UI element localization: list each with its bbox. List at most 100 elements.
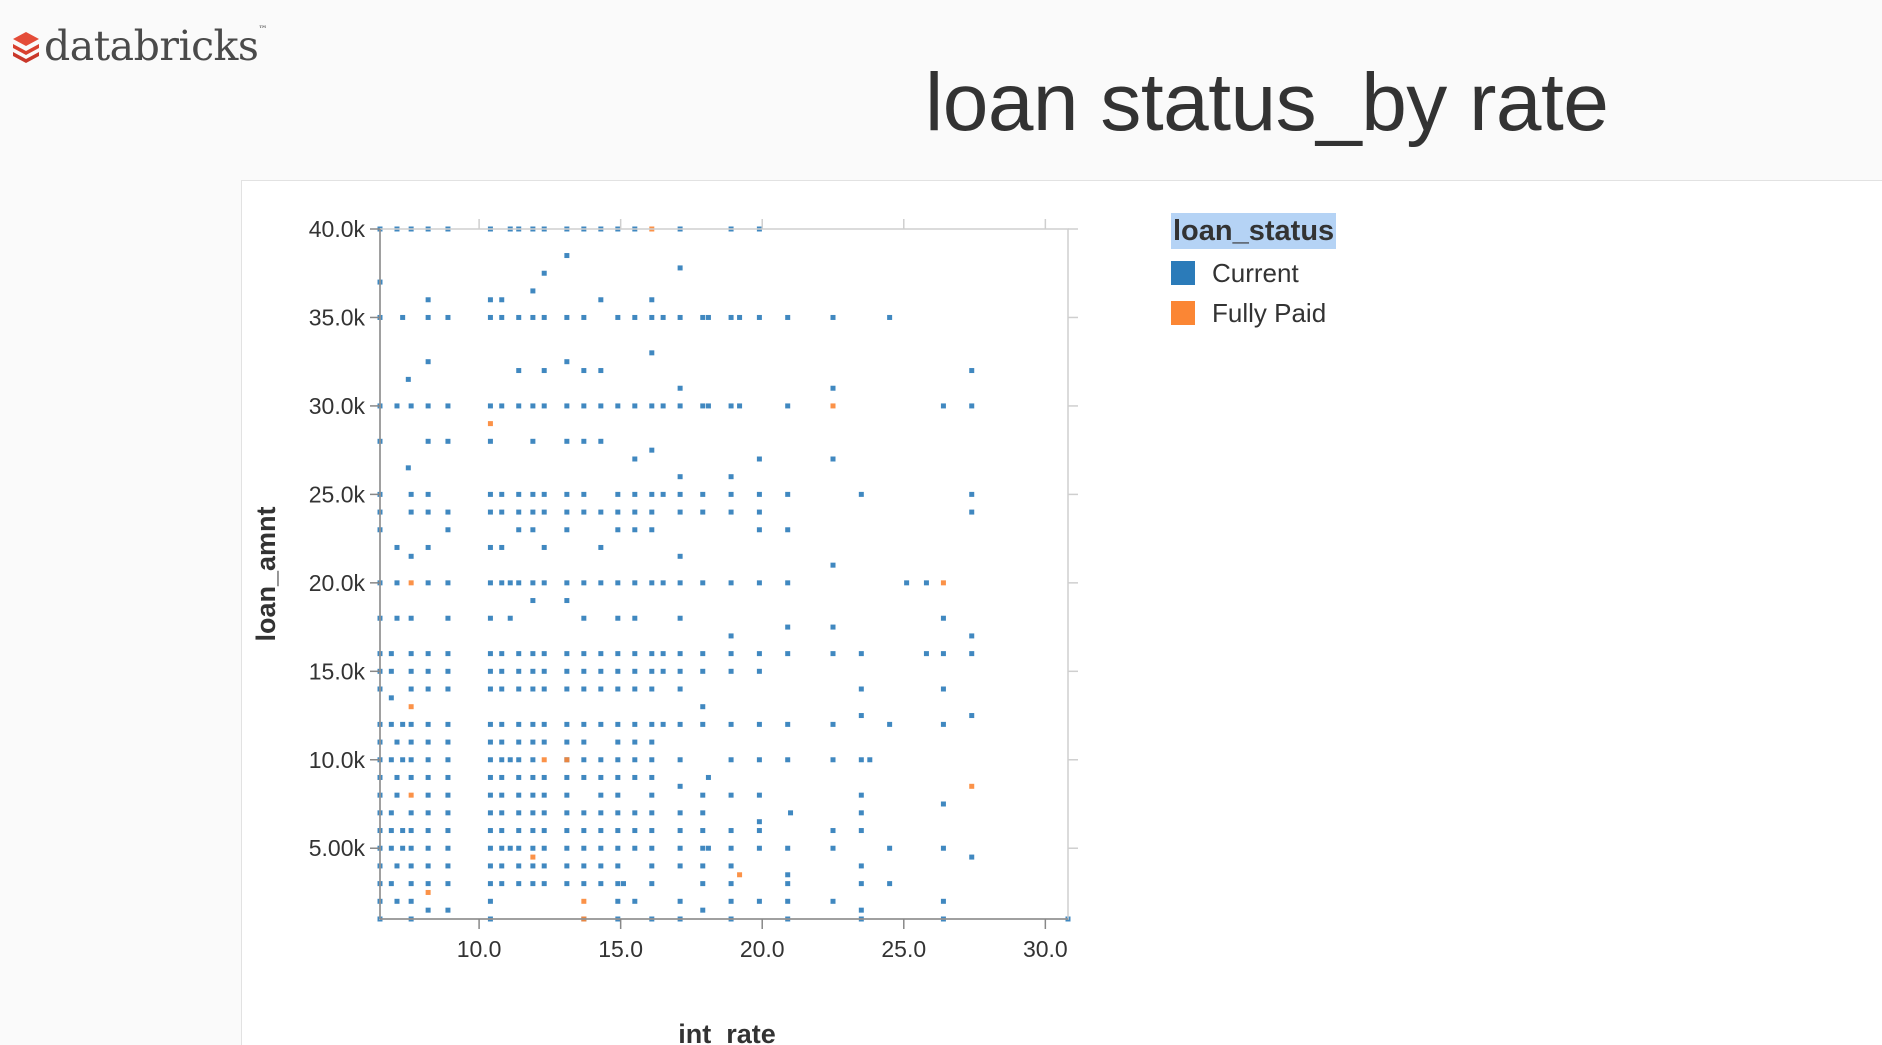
- x-tick-label: 10.0: [457, 936, 502, 962]
- scatter-point: [700, 792, 706, 798]
- scatter-point: [530, 828, 536, 834]
- y-axis-label: loan_amnt: [251, 506, 281, 641]
- scatter-point: [425, 774, 431, 780]
- scatter-point: [445, 721, 451, 727]
- scatter-point: [541, 270, 547, 276]
- scatter-point: [425, 792, 431, 798]
- scatter-point: [530, 314, 536, 320]
- scatter-point: [649, 828, 655, 834]
- scatter-point: [408, 491, 414, 497]
- scatter-point: [756, 757, 762, 763]
- scatter-point: [445, 651, 451, 657]
- scatter-point: [969, 403, 975, 409]
- scatter-point: [425, 580, 431, 586]
- legend-item[interactable]: Fully Paid: [1171, 297, 1336, 329]
- scatter-point: [728, 757, 734, 763]
- scatter-point: [677, 757, 683, 763]
- scatter-point: [785, 721, 791, 727]
- scatter-point: [581, 739, 587, 745]
- scatter-point: [581, 828, 587, 834]
- scatter-point: [615, 403, 621, 409]
- scatter-point: [516, 527, 522, 533]
- scatter-point: [632, 739, 638, 745]
- scatter-point: [632, 651, 638, 657]
- scatter-point: [728, 314, 734, 320]
- scatter-point: [530, 792, 536, 798]
- scatter-point: [516, 314, 522, 320]
- scatter-point: [541, 403, 547, 409]
- scatter-point: [541, 828, 547, 834]
- scatter-point: [969, 368, 975, 374]
- scatter-point: [530, 527, 536, 533]
- scatter-point: [425, 509, 431, 515]
- scatter-point: [408, 739, 414, 745]
- scatter-point: [445, 509, 451, 515]
- scatter-point: [785, 845, 791, 851]
- scatter-point: [581, 368, 587, 374]
- scatter-point: [728, 491, 734, 497]
- scatter-point: [541, 368, 547, 374]
- scatter-point: [499, 297, 505, 303]
- scatter-point: [487, 509, 493, 515]
- scatter-point: [581, 668, 587, 674]
- scatter-point: [564, 668, 570, 674]
- scatter-point: [598, 297, 604, 303]
- scatter-point: [564, 651, 570, 657]
- scatter-point: [649, 845, 655, 851]
- scatter-point: [425, 491, 431, 497]
- scatter-point: [940, 615, 946, 621]
- scatter-point: [756, 527, 762, 533]
- scatter-point: [487, 651, 493, 657]
- scatter-point: [700, 721, 706, 727]
- legend-item[interactable]: Current: [1171, 257, 1336, 289]
- scatter-point: [677, 668, 683, 674]
- scatter-point: [632, 580, 638, 586]
- scatter-point: [615, 828, 621, 834]
- scatter-point: [728, 863, 734, 869]
- scatter-point: [507, 615, 513, 621]
- scatter-point: [425, 314, 431, 320]
- scatter-point: [615, 668, 621, 674]
- scatter-point: [516, 721, 522, 727]
- scatter-point: [400, 845, 406, 851]
- scatter-point: [516, 792, 522, 798]
- scatter-point: [487, 615, 493, 621]
- scatter-point: [598, 509, 604, 515]
- scatter-point: [598, 721, 604, 727]
- scatter-point: [425, 757, 431, 763]
- scatter-point: [598, 774, 604, 780]
- scatter-point: [425, 651, 431, 657]
- scatter-point: [700, 881, 706, 887]
- scatter-point: [388, 845, 394, 851]
- scatter-point: [677, 651, 683, 657]
- scatter-point: [705, 403, 711, 409]
- scatter-point: [785, 898, 791, 904]
- scatter-point: [677, 265, 683, 271]
- scatter-point: [564, 580, 570, 586]
- scatter-point: [507, 757, 513, 763]
- scatter-point: [615, 615, 621, 621]
- scatter-point: [530, 491, 536, 497]
- scatter-point: [649, 297, 655, 303]
- scatter-point: [649, 774, 655, 780]
- scatter-point: [660, 651, 666, 657]
- scatter-point: [660, 721, 666, 727]
- scatter-point: [445, 314, 451, 320]
- scatter-point: [541, 881, 547, 887]
- scatter-point: [598, 810, 604, 816]
- scatter-point: [388, 881, 394, 887]
- scatter-point: [785, 580, 791, 586]
- scatter-point: [499, 314, 505, 320]
- scatter-point: [700, 314, 706, 320]
- scatter-point: [581, 686, 587, 692]
- scatter-point: [499, 739, 505, 745]
- scatter-point: [677, 403, 683, 409]
- scatter-point: [400, 828, 406, 834]
- scatter-point: [632, 810, 638, 816]
- scatter-point: [969, 713, 975, 719]
- scatter-point: [541, 491, 547, 497]
- scatter-point: [405, 376, 411, 382]
- scatter-point: [785, 651, 791, 657]
- scatter-point: [499, 828, 505, 834]
- scatter-point: [408, 810, 414, 816]
